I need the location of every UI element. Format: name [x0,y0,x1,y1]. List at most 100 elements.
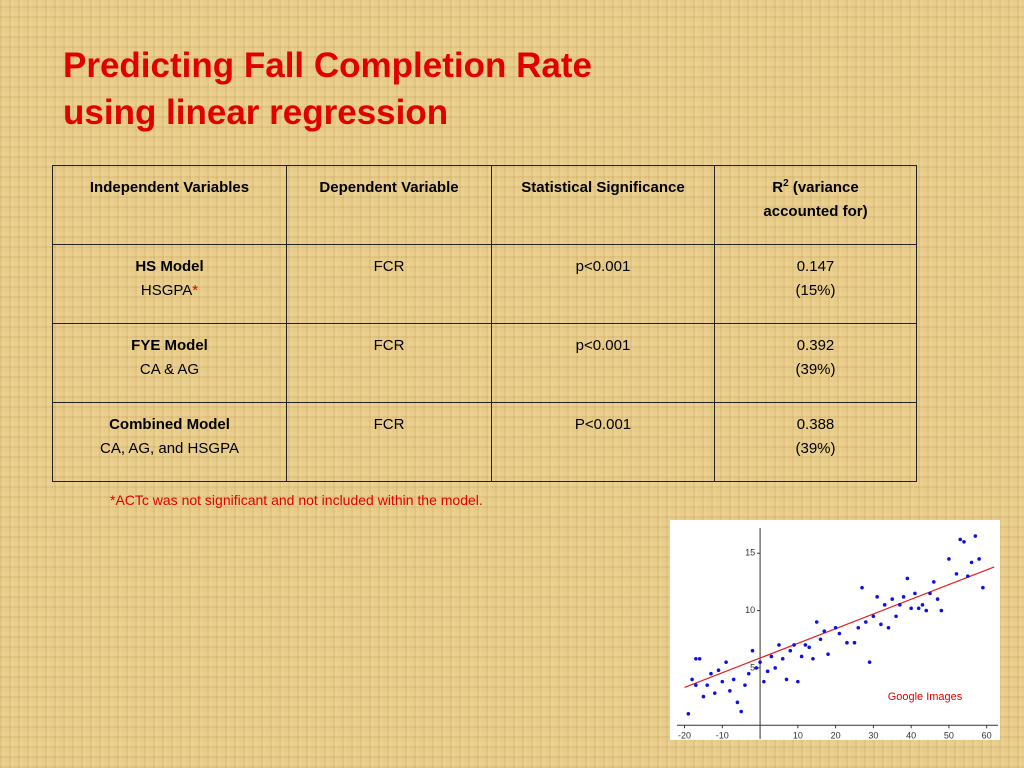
point [894,614,898,619]
cell: FCR [286,402,492,482]
x-tick-label: -20 [678,731,691,740]
point [762,679,766,684]
row: Combined Model CA, AG, and HSGPA FCR P<0.… [52,402,917,482]
row: FYE Model CA & AG FCR p<0.001 0.392 (39%) [52,323,917,403]
point [686,711,691,716]
point [882,603,887,607]
point [833,625,838,630]
point [697,656,702,661]
header-cell: R2 (variance accounted for) [714,165,917,245]
point [954,572,959,576]
cell: 0.388 (39%) [714,402,917,482]
point [814,620,819,624]
point [780,656,785,661]
results-table: Independent Variables Dependent Variable… [52,165,917,482]
point [758,660,762,664]
cell: FCR [286,323,492,403]
cell: HS Model HSGPA* [52,244,287,324]
point [977,557,981,561]
point [709,671,713,676]
cell: p<0.001 [491,323,715,403]
point [928,591,932,596]
point [716,668,721,673]
point [743,683,747,687]
detail: CA, AG, and HSGPA [100,440,239,457]
point [867,660,872,664]
cell: 0.392 (39%) [714,323,917,403]
point [845,640,849,645]
point [773,666,777,670]
r2: 0.388 [796,416,835,433]
detail: CA & AG [139,361,200,378]
point [811,656,815,661]
point [852,640,857,645]
point [705,683,710,687]
point [731,677,736,682]
point [735,700,740,705]
point [818,637,823,642]
point [890,597,895,601]
point [947,557,951,561]
point [746,671,751,676]
point [807,645,811,650]
point [826,652,830,656]
point [924,608,929,613]
y-tick-label: 5 [750,662,755,672]
point [769,654,774,659]
cell: p<0.001 [491,244,715,324]
text: R [772,179,784,196]
row: HS Model HSGPA* FCR p<0.001 0.147 (15%) [52,244,917,324]
header-cell: Independent Variables [52,165,287,245]
r2: 0.147 [796,258,835,275]
header-cell: Statistical Significance [491,165,715,245]
point [799,654,804,659]
cell: 0.147 (15%) [714,244,917,324]
x-tick-label: 50 [944,731,954,740]
point [765,669,770,674]
title-line: Predicting Fall Completion Rate [63,46,592,85]
point [981,585,985,590]
text: (variance [788,179,859,196]
x-tick-label: 20 [831,731,841,740]
point [856,625,861,630]
point [898,603,902,607]
point [886,625,891,630]
point [871,614,876,619]
model: HS Model [135,258,204,275]
point [712,691,717,695]
point [837,631,842,636]
point [788,648,793,653]
point [792,643,796,647]
point [694,656,698,661]
point [728,689,732,693]
point [913,591,917,596]
x-tick-label: 40 [906,731,916,740]
r2: 0.392 [796,337,835,354]
point [973,534,978,538]
point [694,683,698,687]
asterisk: * [192,282,199,299]
point [935,597,940,601]
model: FYE Model [131,337,208,354]
x-tick-label: 10 [793,731,803,740]
y-tick-label: 10 [745,605,755,615]
cell: Combined Model CA, AG, and HSGPA [52,402,287,482]
header-cell: Dependent Variable [286,165,492,245]
point [860,585,864,590]
point [803,643,808,647]
y-tick-label: 15 [745,548,755,558]
superscript: 2 [783,178,789,189]
point [901,595,906,599]
text: accounted for) [763,203,868,220]
point [720,679,725,684]
point [962,539,966,544]
cell: FCR [286,244,492,324]
point [750,648,755,653]
point [864,620,868,624]
cell: P<0.001 [491,402,715,482]
footnote: *ACTc was not significant and not includ… [110,492,483,508]
point [784,677,789,682]
cell: FYE Model CA & AG [52,323,287,403]
x-tick-label: 60 [982,731,992,740]
